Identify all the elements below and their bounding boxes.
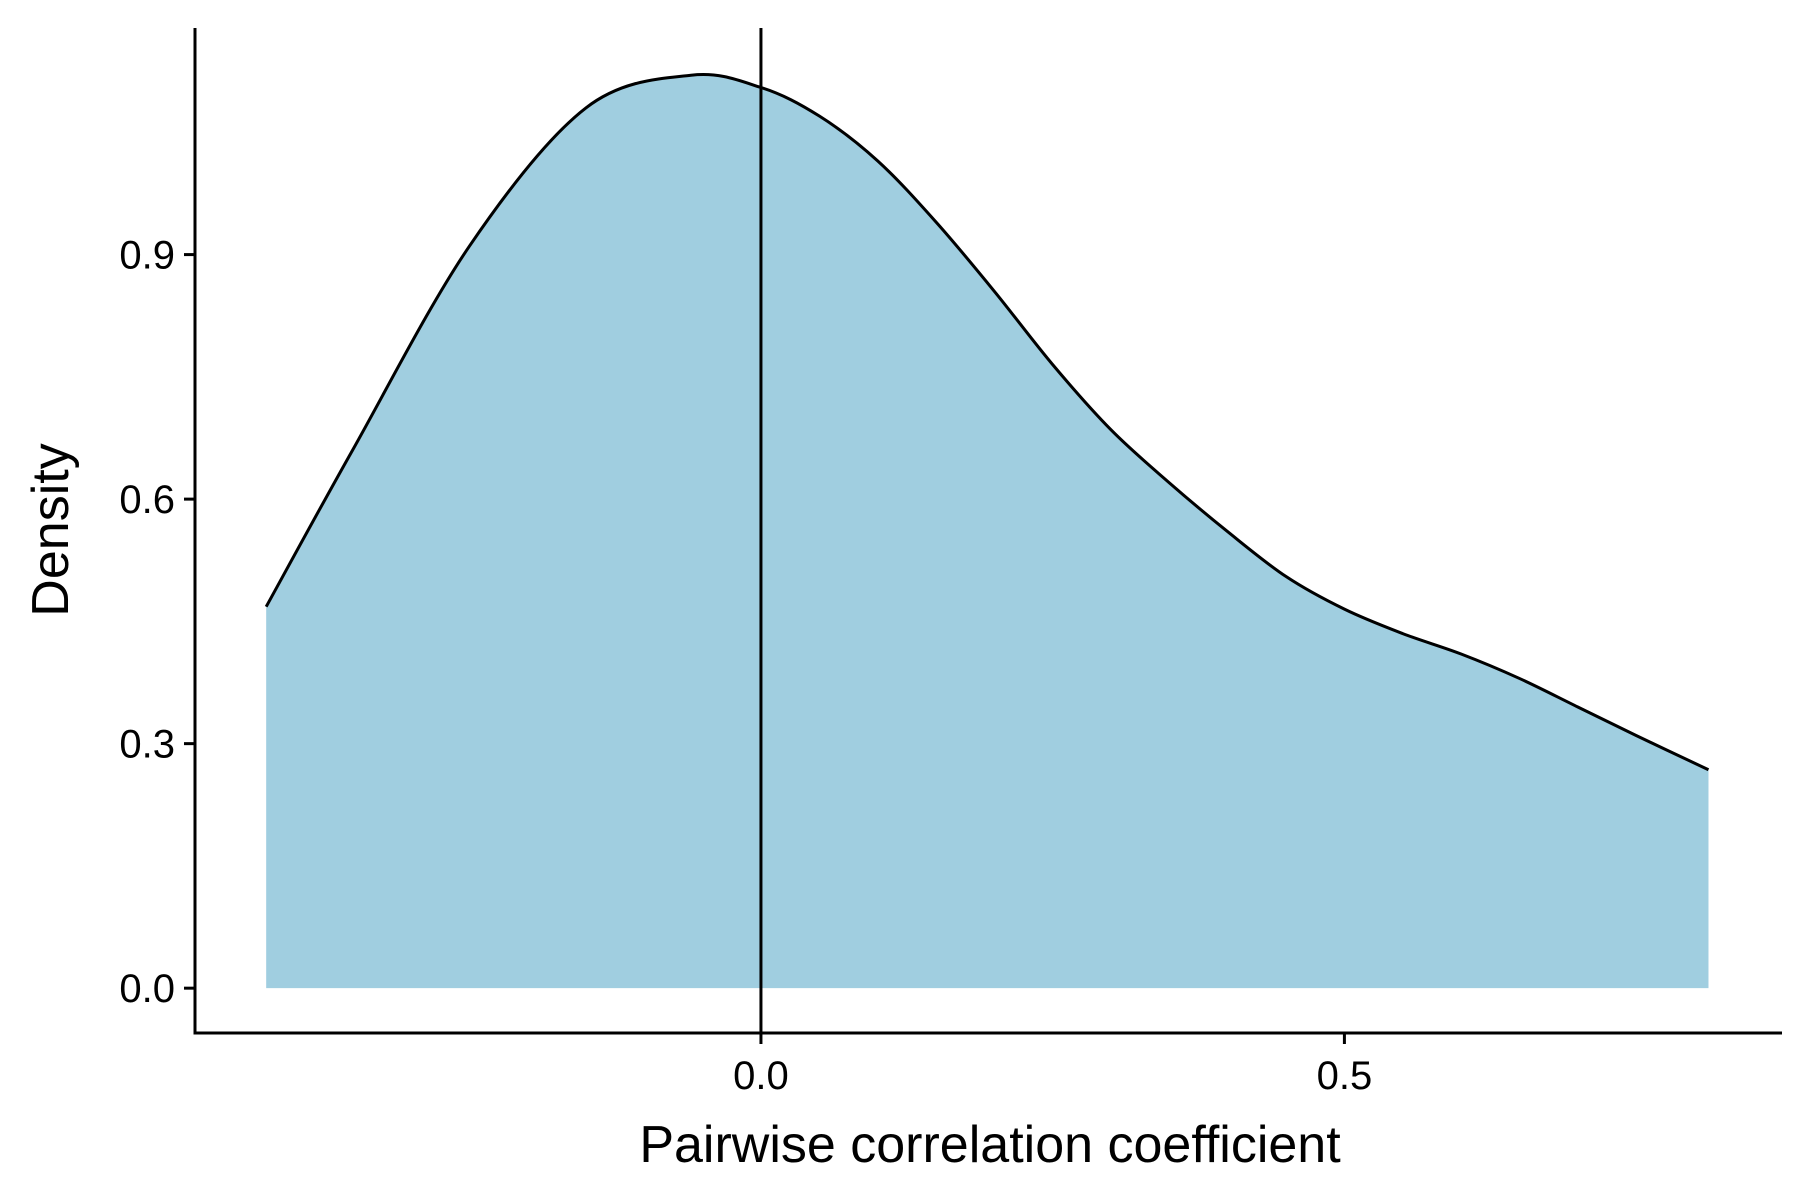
y-tick-label: 0.0 — [119, 967, 175, 1011]
density-curve — [264, 73, 1710, 772]
y-axis-title: Density — [22, 443, 80, 616]
x-axis-title: Pairwise correlation coefficient — [639, 1116, 1341, 1174]
x-tick-label: 0.0 — [733, 1054, 789, 1098]
x-tick-label: 0.5 — [1317, 1054, 1373, 1098]
y-tick-label: 0.6 — [119, 478, 175, 522]
density-area — [266, 74, 1709, 989]
plot-area — [264, 28, 1710, 1033]
y-tick-label: 0.9 — [119, 234, 175, 278]
ticks: 0.0 0.3 0.6 0.9 0.0 0.5 — [119, 234, 1372, 1098]
axes — [193, 28, 1782, 1035]
y-tick-label: 0.3 — [119, 723, 175, 767]
